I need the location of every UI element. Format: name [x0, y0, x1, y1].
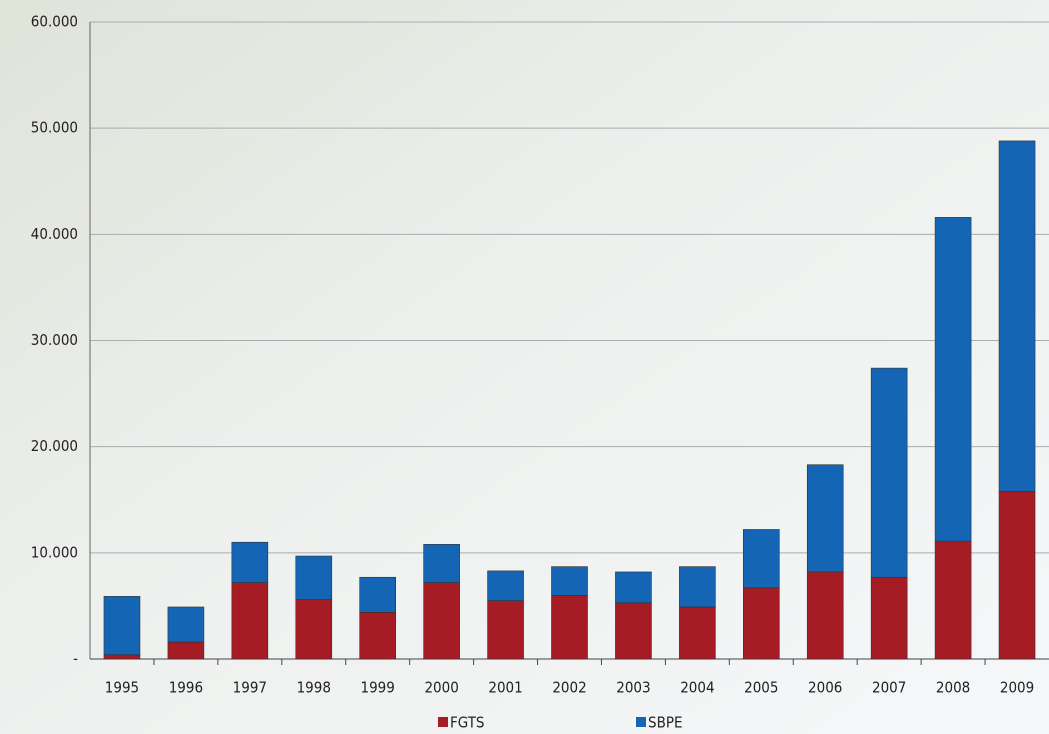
y-tick-label: 10.000 — [31, 543, 78, 561]
x-tick-label: 2008 — [936, 679, 970, 697]
bar-segment — [487, 600, 524, 660]
y-tick-label: 30.000 — [31, 331, 78, 349]
x-tick-label: 1998 — [297, 679, 331, 697]
legend-label: FGTS — [450, 714, 485, 732]
bar-segment — [806, 464, 844, 573]
bar-segment — [295, 555, 333, 600]
x-tick-label: 2002 — [552, 679, 586, 697]
bar-segment — [103, 596, 141, 656]
bar-segment — [551, 566, 588, 596]
y-tick-label: 50.000 — [31, 119, 78, 137]
bar-segment — [742, 529, 780, 589]
bar-segment — [742, 587, 780, 660]
bar-segment — [615, 571, 652, 604]
y-tick-label: 60.000 — [31, 13, 78, 31]
x-tick-label: 2003 — [616, 679, 650, 697]
bar-segment — [679, 566, 716, 608]
bar-segment — [934, 540, 972, 660]
x-tick-label: 1997 — [233, 679, 267, 697]
bar-segment — [551, 594, 588, 660]
bar-segment — [998, 140, 1036, 492]
x-tick-label: 2001 — [488, 679, 522, 697]
bar-segment — [103, 654, 141, 660]
x-tick-label: 1996 — [169, 679, 203, 697]
x-tick-label: 1999 — [361, 679, 395, 697]
bar-segment — [423, 582, 460, 660]
bar-segment — [806, 571, 844, 660]
x-tick-label: 2006 — [808, 679, 842, 697]
bar-segment — [359, 576, 397, 613]
x-tick-label: 2005 — [744, 679, 778, 697]
bar-segment — [295, 599, 333, 660]
bar-segment — [167, 606, 205, 643]
legend-swatch — [438, 717, 448, 727]
bar-segment — [487, 570, 524, 601]
x-tick-label: 2009 — [1000, 679, 1034, 697]
y-tick-label: 20.000 — [31, 437, 78, 455]
bar-segment — [167, 641, 205, 660]
x-tick-label: 2004 — [680, 679, 714, 697]
bar-segment — [870, 576, 908, 660]
x-tick-label: 2000 — [424, 679, 458, 697]
bar-segment — [615, 602, 652, 660]
bar-segment — [231, 541, 269, 583]
y-tick-label: - — [73, 650, 78, 668]
bar-segment — [934, 217, 972, 542]
legend-label: SBPE — [648, 714, 683, 732]
bar-segment — [231, 582, 269, 660]
bar-segment — [870, 367, 908, 578]
bar-segment — [359, 611, 397, 660]
x-tick-label: 1995 — [105, 679, 139, 697]
legend-swatch — [636, 717, 646, 727]
bar-segment — [998, 490, 1036, 660]
y-tick-label: 40.000 — [31, 225, 78, 243]
bar-segment — [679, 606, 716, 660]
bar-segment — [423, 544, 460, 583]
x-tick-label: 2007 — [872, 679, 906, 697]
